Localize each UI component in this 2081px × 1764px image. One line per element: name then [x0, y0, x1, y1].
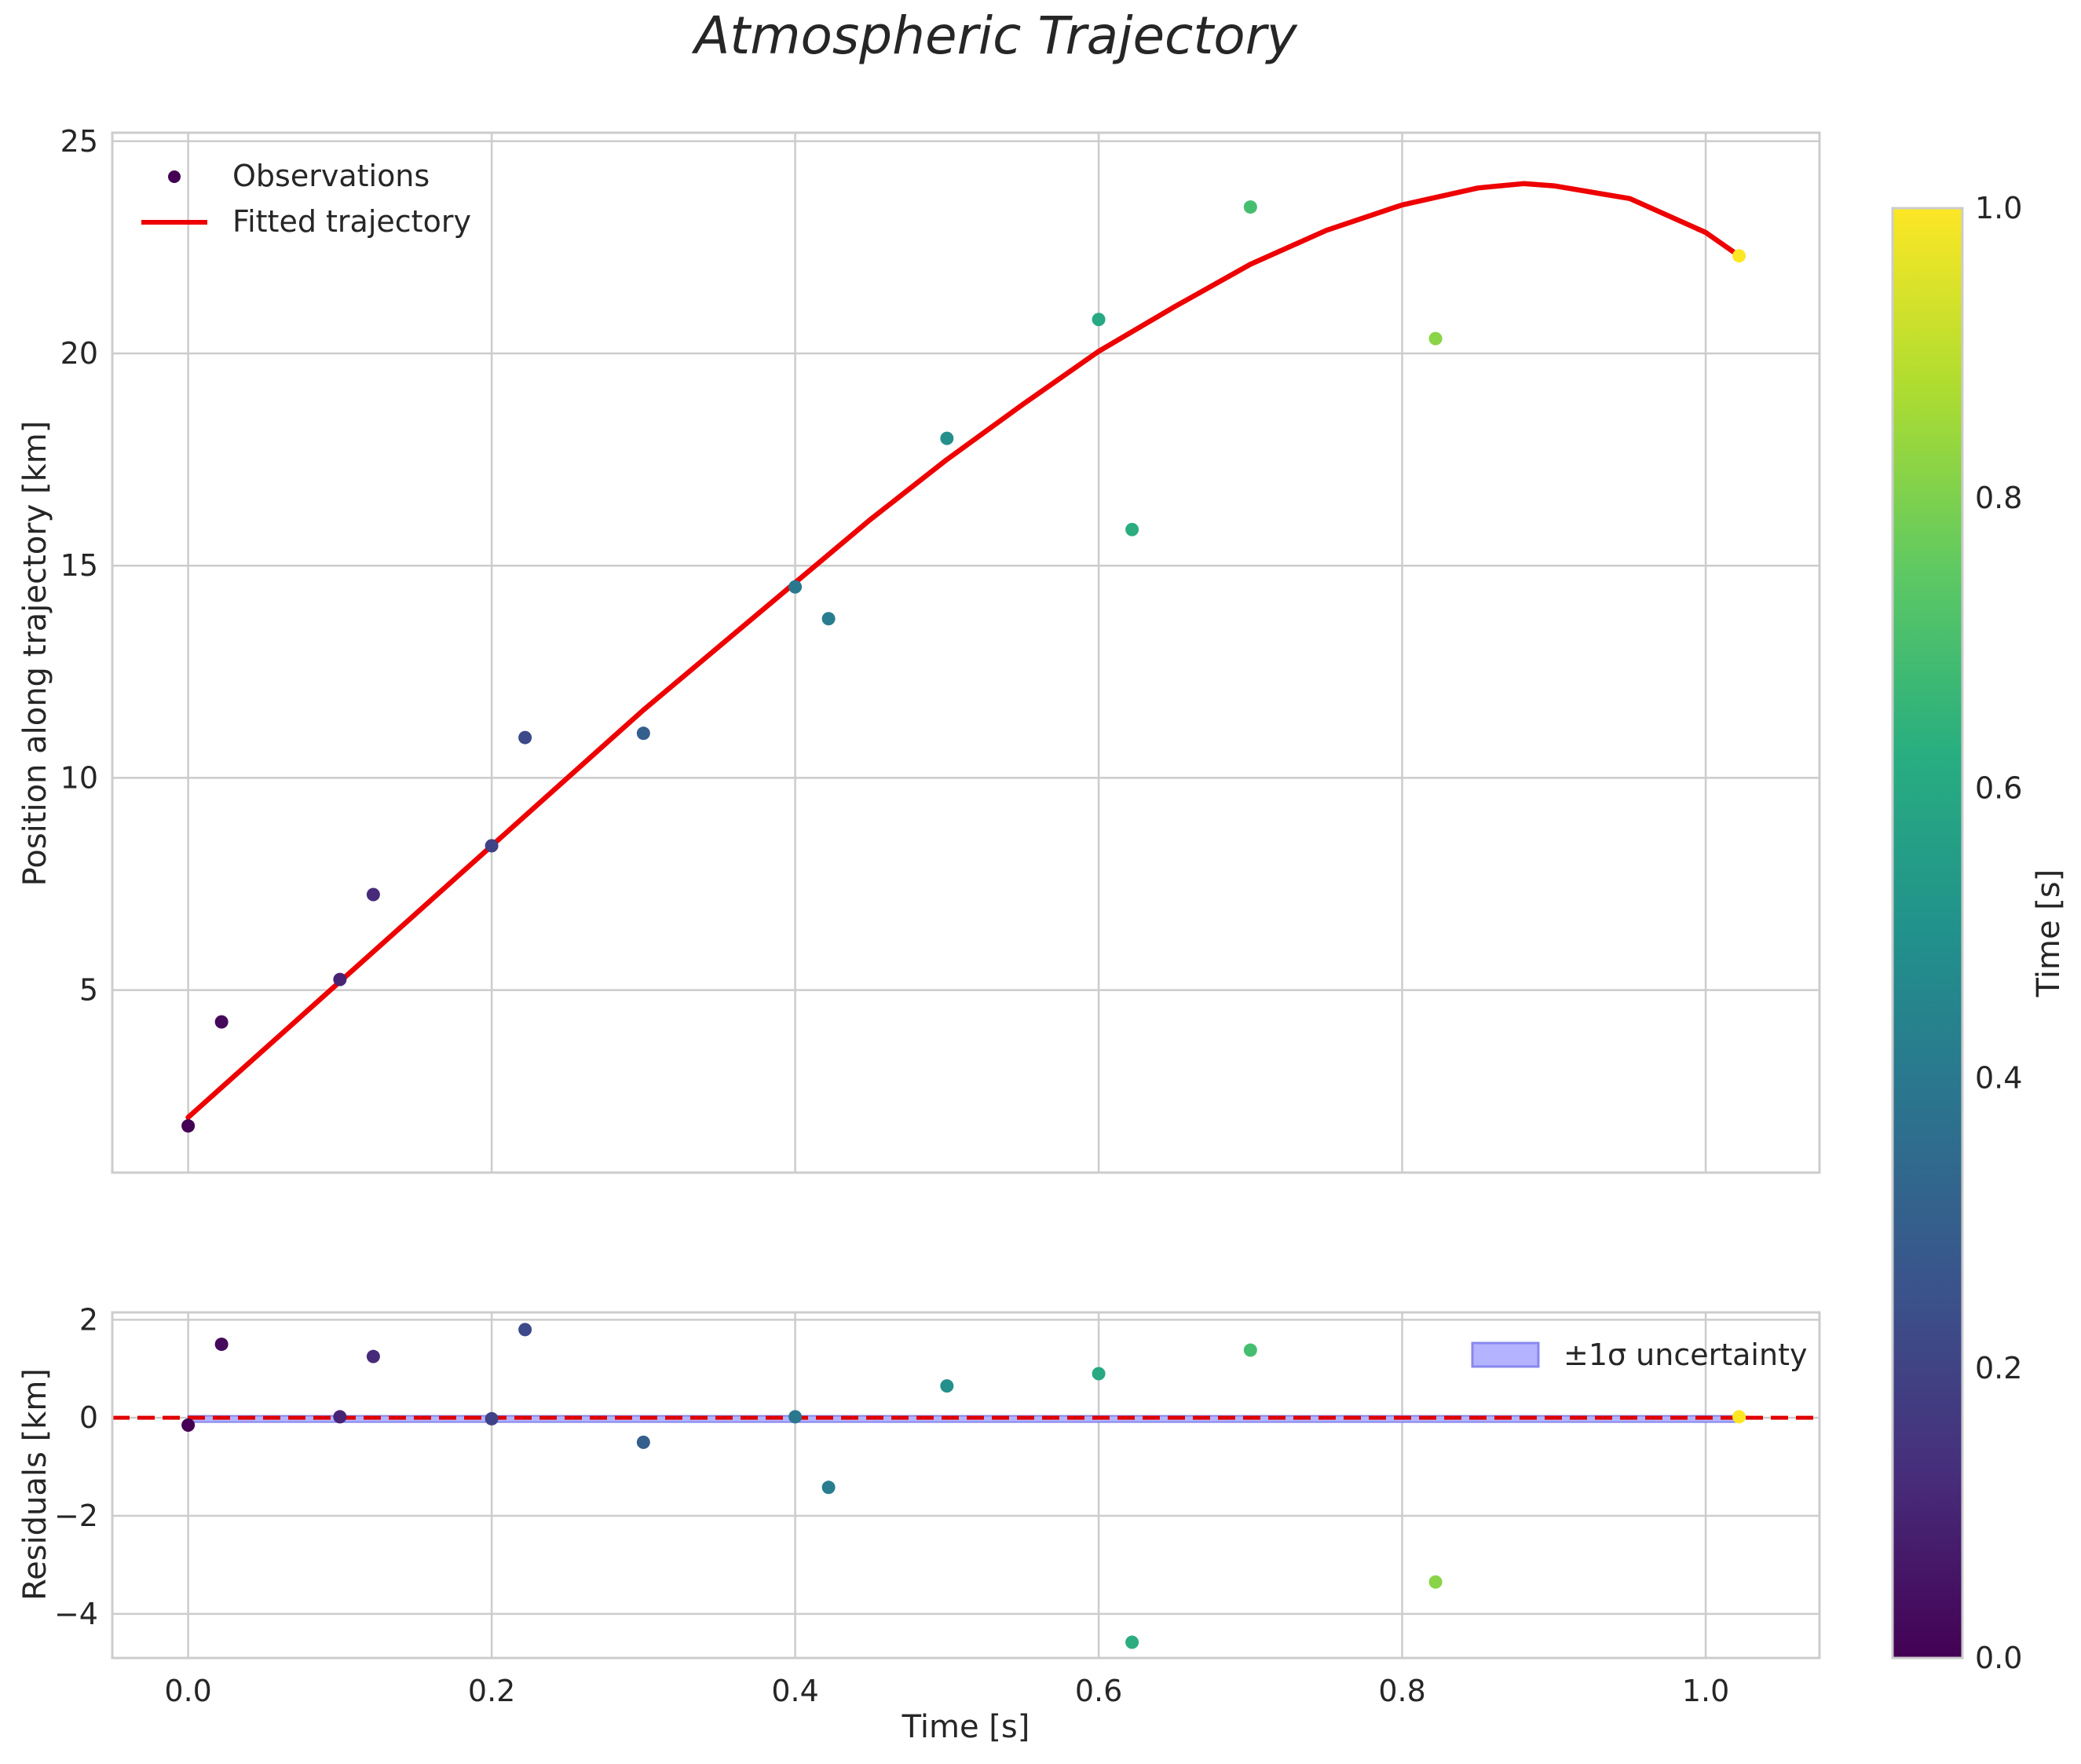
colorbar-ticks: 0.0 0.2 0.4 0.6 0.8 1.0: [1975, 191, 2022, 1675]
bottom-x-tick-label: 0.4: [771, 1674, 818, 1708]
top-y-axis-label: Position along trajectory [km]: [17, 421, 53, 887]
colorbar-label: Time [s]: [2031, 869, 2067, 998]
bottom-x-tick-label: 1.0: [1682, 1674, 1729, 1708]
legend-band-label: ±1σ uncertainty: [1563, 1338, 1807, 1372]
observation-point-10: [1092, 313, 1106, 327]
colorbar-tick-label: 0.4: [1975, 1061, 2022, 1096]
observation-point-2: [333, 972, 347, 986]
top-y-tick-label: 5: [79, 973, 98, 1008]
observation-point-5: [518, 730, 532, 745]
observation-point-0: [181, 1119, 196, 1133]
bottom-x-tick-label: 0.0: [164, 1674, 211, 1708]
residual-point-10: [1092, 1367, 1106, 1381]
top-panel-frame: [111, 131, 1821, 1174]
observation-point-8: [821, 612, 836, 626]
observation-point-4: [485, 839, 499, 853]
bottom-x-ticks: 0.0 0.2 0.4 0.6 0.8 1.0: [164, 1674, 1729, 1708]
observation-point-11: [1125, 522, 1139, 536]
bottom-x-axis-label: Time [s]: [902, 1709, 1030, 1745]
observation-point-12: [1243, 200, 1257, 214]
observation-point-1: [214, 1015, 229, 1029]
residual-point-14: [1732, 1410, 1746, 1424]
observation-point-9: [940, 431, 954, 445]
colorbar-tick-label: 0.8: [1975, 481, 2022, 515]
legend-band-swatch: [1471, 1341, 1540, 1368]
legend-observations-marker: [168, 170, 181, 183]
colorbar-tick-label: 0.6: [1975, 770, 2022, 805]
residual-point-1: [214, 1338, 229, 1352]
bottom-y-tick-label: 2: [79, 1302, 98, 1337]
bottom-y-axis-label: Residuals [km]: [17, 1368, 53, 1601]
legend-fit-label: Fitted trajectory: [232, 204, 471, 239]
observation-point-7: [788, 580, 803, 594]
residual-point-11: [1125, 1635, 1139, 1649]
top-y-tick-label: 15: [60, 548, 98, 583]
observation-point-13: [1428, 331, 1443, 346]
bottom-panel-frame: [111, 1311, 1821, 1660]
bottom-y-tick-label: −4: [54, 1597, 98, 1631]
residual-point-12: [1243, 1343, 1257, 1357]
observations-layer: [181, 200, 1746, 1133]
observation-point-3: [366, 887, 380, 902]
bottom-y-tick-label: 0: [79, 1400, 98, 1435]
bottom-y-tick-label: −2: [54, 1499, 98, 1533]
colorbar-gradient: [1891, 207, 1964, 1660]
residual-point-6: [636, 1435, 650, 1449]
observation-point-14: [1732, 249, 1746, 263]
fitted-trajectory-layer: [185, 181, 1742, 1120]
bottom-y-ticks: −4 −2 0 2: [54, 1302, 98, 1630]
top-y-ticks: 5 10 15 20 25: [60, 124, 98, 1008]
bottom-x-tick-label: 0.6: [1075, 1674, 1122, 1708]
top-y-tick-label: 20: [60, 336, 98, 371]
top-panel: 5 10 15 20 25 Position along trajectory [km]…: [17, 124, 1821, 1174]
colorbar-tick-label: 1.0: [1975, 191, 2022, 225]
residual-point-5: [518, 1323, 532, 1337]
colorbar-tick-label: 0.2: [1975, 1351, 2022, 1385]
fitted-trajectory-line: [185, 181, 1742, 1120]
colorbar-tick-label: 0.0: [1975, 1641, 2022, 1675]
top-y-tick-label: 25: [60, 124, 98, 159]
residual-point-9: [940, 1379, 954, 1393]
residual-point-8: [821, 1480, 836, 1495]
residual-point-4: [485, 1411, 499, 1425]
bottom-x-tick-label: 0.8: [1378, 1674, 1425, 1708]
bottom-panel: −4 −2 0 2 0.0 0.2 0.4 0.6 0.8 1.0 Residuals [km]…: [17, 1302, 1821, 1745]
bottom-x-tick-label: 0.2: [468, 1674, 515, 1708]
residual-point-2: [333, 1410, 347, 1424]
legend-observations-label: Observations: [232, 159, 430, 193]
top-grid: [112, 133, 1820, 1173]
top-legend: Observations Fitted trajectory: [141, 159, 471, 239]
residual-point-3: [366, 1349, 380, 1363]
residual-point-0: [181, 1418, 196, 1433]
top-y-tick-label: 10: [60, 760, 98, 795]
residuals-layer: [181, 1323, 1746, 1649]
chart-title: Atmospheric Trajectory: [691, 5, 1298, 66]
colorbar: 0.0 0.2 0.4 0.6 0.8 1.0 Time [s]: [1891, 191, 2067, 1675]
residual-point-7: [788, 1410, 803, 1424]
residual-point-13: [1428, 1575, 1443, 1589]
observation-point-6: [636, 726, 650, 741]
bottom-legend: ±1σ uncertainty: [1471, 1338, 1807, 1372]
